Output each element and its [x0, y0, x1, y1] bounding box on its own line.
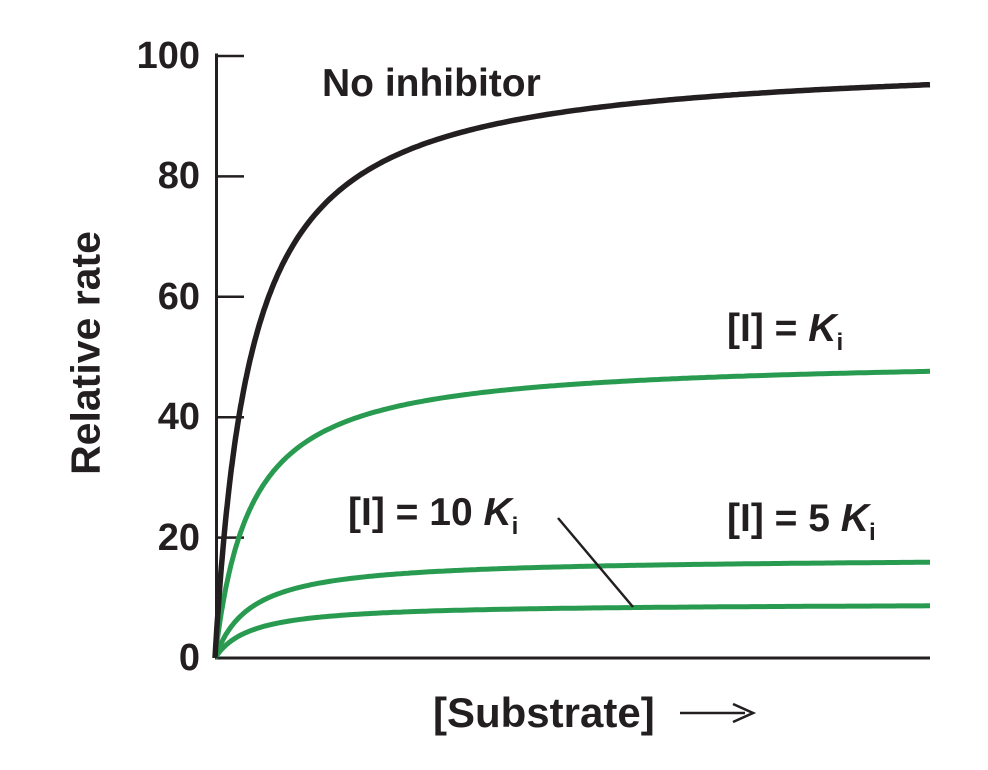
y-tick-label-20: 20	[157, 516, 200, 559]
leader-line-10ki	[557, 517, 634, 608]
y-tick-label-0: 0	[178, 637, 200, 679]
y-axis-title: Relative rate	[62, 231, 109, 475]
annotation-10ki-subscript: i	[511, 512, 519, 540]
annotation-5ki-prefix: [I] = 5	[727, 497, 841, 540]
annotation-no-inhibitor: No inhibitor	[322, 62, 541, 105]
curve-i-10-ki	[212, 603, 930, 660]
annotation-5ki-symbol: K	[840, 497, 869, 540]
annotation-ki: [I] = Ki	[727, 307, 843, 357]
x-axis-title-group: [Substrate]	[433, 689, 757, 737]
annotation-10ki-symbol: K	[483, 491, 512, 534]
curve-i-5-ki	[212, 559, 930, 659]
annotation-ki-symbol: K	[808, 307, 837, 350]
curve-i-ki	[212, 368, 931, 659]
y-tick-label-40: 40	[157, 396, 200, 439]
annotation-ki-subscript: i	[836, 328, 844, 356]
y-tick-label-60: 60	[157, 275, 200, 318]
y-tick-label-80: 80	[157, 155, 200, 198]
annotation-10ki-prefix: [I] = 10	[348, 491, 484, 534]
annotation-5ki-subscript: i	[868, 518, 876, 546]
y-tick-label-100: 100	[136, 35, 200, 77]
right-arrow-icon	[679, 702, 756, 724]
annotation-5ki: [I] = 5 Ki	[727, 497, 876, 547]
annotation-10ki: [I] = 10 Ki	[348, 491, 518, 541]
x-axis-title: [Substrate]	[433, 689, 655, 736]
annotation-ki-prefix: [I] =	[727, 307, 809, 350]
curve-no-inhibitor	[212, 81, 931, 659]
